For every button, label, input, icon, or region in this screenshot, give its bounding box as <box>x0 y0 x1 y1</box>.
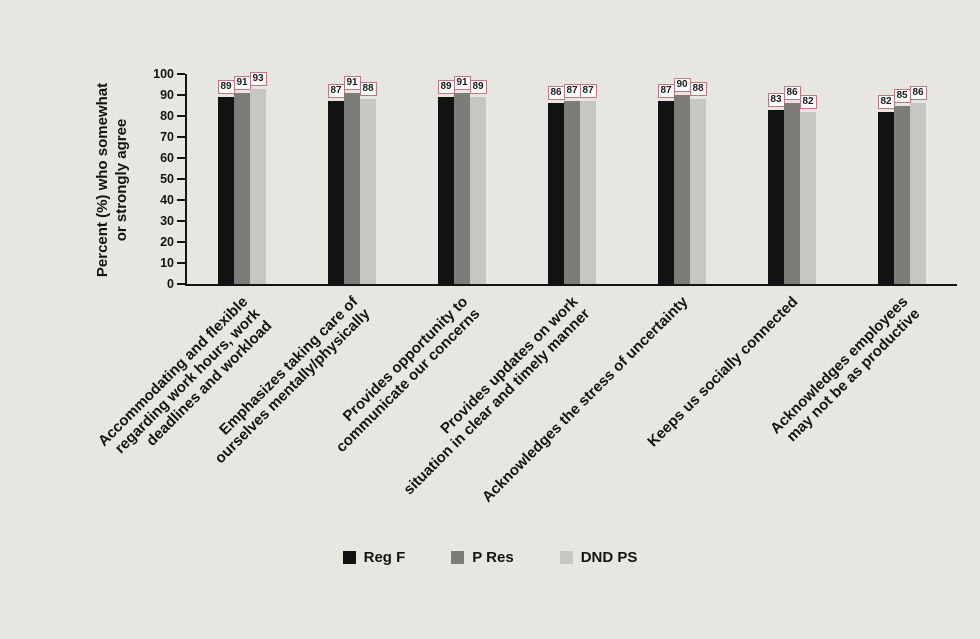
y-tick-mark <box>177 199 185 201</box>
bar-value-label: 90 <box>673 78 691 92</box>
y-tick-mark <box>177 94 185 96</box>
category-label: Accommodating and flexible regarding wor… <box>94 293 276 457</box>
legend-label-reg-f: Reg F <box>363 549 406 566</box>
plot-area: 89 91 93 87 91 88 89 91 89 86 87 87 87 90 88 83 86 82 82 85… <box>185 71 957 286</box>
y-tick-mark <box>177 241 185 243</box>
bar-value-label: 85 <box>893 88 911 103</box>
legend-label-dnd-ps: DND PS <box>580 549 638 566</box>
bar-reg-f <box>328 101 344 284</box>
bar-dnd-ps <box>360 99 376 284</box>
bar-dnd-ps <box>580 101 596 284</box>
bar-reg-f <box>548 103 564 284</box>
bar-value-label: 87 <box>657 84 675 99</box>
bar-dnd-ps <box>470 97 486 284</box>
legend-item-reg-f: Reg F <box>342 549 406 566</box>
bar-reg-f <box>768 109 784 284</box>
legend-item-p-res: P Res <box>451 549 514 566</box>
legend-swatch-p-res <box>451 551 465 564</box>
bar-value-label: 91 <box>453 75 471 90</box>
y-tick-mark <box>177 220 185 222</box>
y-tick-mark <box>177 115 185 117</box>
legend: Reg F P Res DND PS <box>0 549 980 566</box>
bar-value-label: 86 <box>547 86 565 101</box>
bar-value-label: 83 <box>767 92 785 107</box>
y-tick-label: 20 <box>160 234 174 249</box>
bar-value-label: 82 <box>877 94 895 109</box>
legend-label-p-res: P Res <box>472 549 514 566</box>
bar-value-label: 87 <box>327 84 345 99</box>
bar-value-label: 86 <box>909 86 927 101</box>
bar-value-label: 91 <box>233 75 251 90</box>
y-tick-label: 70 <box>160 129 174 144</box>
bar-value-label: 89 <box>469 80 487 95</box>
category-label: Provides updates on work situation in cl… <box>400 293 594 499</box>
legend-swatch-dnd-ps <box>559 551 573 564</box>
bar-p-res <box>344 92 360 284</box>
y-tick-label: 60 <box>160 150 174 165</box>
category-label: Acknowledges the stress of uncertainty <box>478 293 692 506</box>
bar-value-label: 89 <box>217 80 235 95</box>
bar-p-res <box>564 101 580 284</box>
bar-reg-f <box>658 101 674 284</box>
legend-swatch-reg-f <box>342 551 356 564</box>
y-tick-label: 90 <box>160 87 174 102</box>
bar-value-label: 87 <box>563 84 581 99</box>
category-label: Provides opportunity to communicate our … <box>332 293 484 456</box>
bar-p-res <box>454 92 470 284</box>
bar-value-label: 86 <box>783 86 801 101</box>
bar-reg-f <box>438 97 454 284</box>
y-tick-mark <box>177 136 185 138</box>
y-tick-label: 40 <box>160 192 174 207</box>
bar-p-res <box>674 95 690 284</box>
y-tick-label: 10 <box>160 255 174 270</box>
y-tick-label: 50 <box>160 171 174 186</box>
bar-reg-f <box>218 97 234 284</box>
y-tick-mark <box>177 178 185 180</box>
y-tick-label: 30 <box>160 213 174 228</box>
bar-value-label: 87 <box>579 84 597 99</box>
category-label: Keeps us socially connected <box>644 293 802 451</box>
bar-value-label: 88 <box>689 82 707 97</box>
bar-reg-f <box>878 111 894 284</box>
y-tick-label: 80 <box>160 108 174 123</box>
bar-p-res <box>784 103 800 284</box>
legend-item-dnd-ps: DND PS <box>559 549 638 566</box>
y-tick-mark <box>177 262 185 264</box>
bar-dnd-ps <box>690 99 706 284</box>
bar-dnd-ps <box>910 103 926 284</box>
y-tick-mark <box>177 283 185 285</box>
bar-value-label: 89 <box>437 80 455 95</box>
y-tick-label: 100 <box>153 66 174 81</box>
y-tick-label: 0 <box>167 276 174 291</box>
y-tick-mark <box>177 73 185 75</box>
category-label: Emphasizes taking care of ourselves ment… <box>211 293 374 468</box>
bar-value-label: 91 <box>343 75 361 90</box>
bar-value-label: 93 <box>249 71 267 86</box>
bar-p-res <box>234 92 250 284</box>
category-label: Acknowledges employees may not be as pro… <box>767 293 924 446</box>
y-tick-mark <box>177 157 185 159</box>
bar-dnd-ps <box>250 88 266 284</box>
bar-dnd-ps <box>800 111 816 284</box>
bar-p-res <box>894 105 910 284</box>
bar-value-label: 82 <box>799 94 817 109</box>
bar-value-label: 88 <box>359 82 377 97</box>
